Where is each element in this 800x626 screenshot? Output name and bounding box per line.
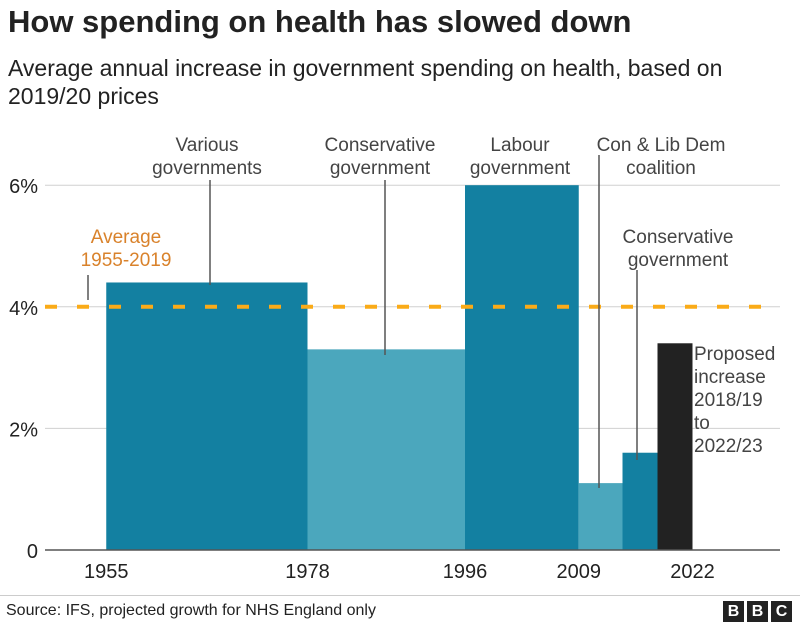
bar <box>106 282 308 550</box>
bar <box>622 452 658 550</box>
y-tick-label: 0 <box>27 541 38 563</box>
annotation-label: government <box>628 250 729 271</box>
average-label: 1955-2019 <box>81 250 172 271</box>
chart-title: How spending on health has slowed down <box>8 4 632 39</box>
annotation-label: increase <box>694 367 766 388</box>
annotation-label: government <box>470 158 571 179</box>
annotation-label: Proposed <box>694 344 775 365</box>
annotation-label: 2022/23 <box>694 436 763 457</box>
chart-subtitle: Average annual increase in government sp… <box>8 55 723 109</box>
chart: 02%4%6%1955 1978 1996 2009 2022Variousgovern… <box>9 135 780 583</box>
y-tick-label: 6% <box>9 176 38 198</box>
annotation-label: to <box>694 413 710 434</box>
annotation-label: 2018/19 <box>694 390 763 411</box>
x-tick-label: 1978 <box>285 561 330 583</box>
annotation-label: Labour <box>490 135 550 156</box>
x-tick-label: 2022 <box>670 561 715 583</box>
logo-letter: B <box>723 601 744 622</box>
average-label: Average <box>91 227 161 248</box>
footer: Source: IFS, projected growth for NHS En… <box>0 595 800 626</box>
annotation-label: governments <box>152 158 262 179</box>
source-note: Source: IFS, projected growth for NHS En… <box>6 602 376 619</box>
annotation-label: coalition <box>626 158 696 179</box>
annotation-label: Con & Lib Dem <box>597 135 726 156</box>
x-tick-label: 2009 <box>557 561 602 583</box>
bar <box>657 343 693 550</box>
annotation-label: Conservative <box>325 135 436 156</box>
bar <box>465 185 579 550</box>
y-tick-label: 2% <box>9 419 38 441</box>
annotation-label: government <box>330 158 431 179</box>
logo-letter: C <box>771 601 792 622</box>
annotation-label: Conservative <box>623 227 734 248</box>
x-tick-label: 1955 <box>84 561 129 583</box>
annotation-label: Various <box>175 135 238 156</box>
bbc-logo: B B C <box>723 601 792 622</box>
logo-letter: B <box>747 601 768 622</box>
bar <box>307 349 465 550</box>
x-tick-label: 1996 <box>443 561 488 583</box>
bar <box>578 483 623 550</box>
y-tick-label: 4% <box>9 298 38 320</box>
